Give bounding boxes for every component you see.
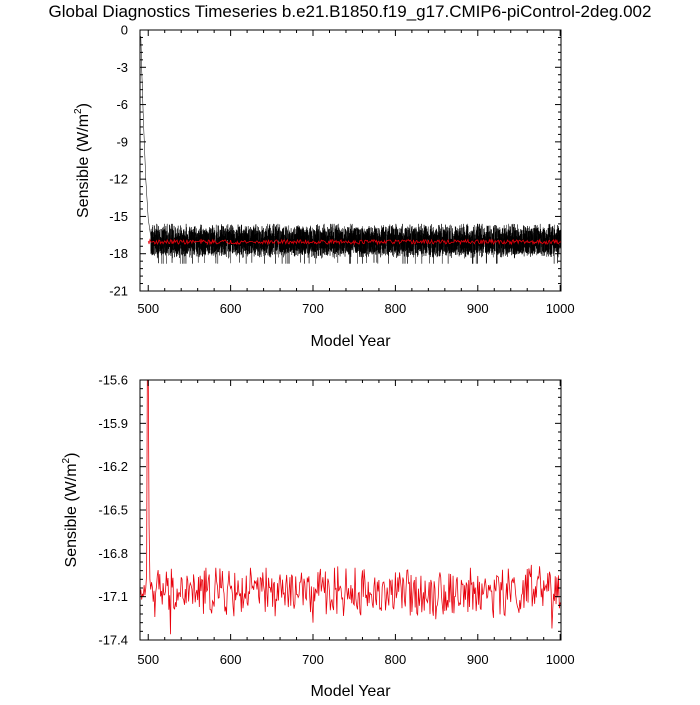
- x-tick-label: 600: [220, 652, 242, 667]
- chart-panel-1: 500 600 700 800 900 1000 0 -3 -6 -9 -12 -15 -18 -21 Mo…: [73, 23, 575, 351]
- y-tick-label: -17.1: [98, 589, 128, 604]
- y-tick-label: -12: [109, 172, 128, 187]
- y-tick-label: -15.6: [98, 373, 128, 388]
- chart-panel-2: 500 600 700 800 900 1000 -15.6 -15.9 -16.2 -16.5 -…: [61, 373, 575, 701]
- y-tick-label: -16.2: [98, 459, 128, 474]
- y-tick-label: -17.4: [98, 633, 128, 648]
- y-axis-label: Sensible (W/m2): [61, 453, 80, 568]
- series-group: [140, 380, 561, 635]
- x-tick-label: 500: [137, 301, 159, 316]
- y-tick-label: -18: [109, 246, 128, 261]
- y-tick-label: -16.8: [98, 546, 128, 561]
- series-line-1: [140, 36, 561, 264]
- x-tick-label: 600: [220, 301, 242, 316]
- y-tick-label: -9: [116, 134, 128, 149]
- y-tick-label: -15: [109, 209, 128, 224]
- x-axis-label: Model Year: [310, 683, 391, 700]
- x-tick-label: 800: [385, 301, 407, 316]
- y-tick-label: 0: [121, 23, 128, 38]
- x-tick-label: 1000: [546, 301, 575, 316]
- series-line-2: [147, 238, 561, 246]
- y-tick-label: -16.5: [98, 503, 128, 518]
- y-axis-label: Sensible (W/m2): [73, 103, 92, 218]
- x-tick-label: 900: [467, 301, 489, 316]
- series-group: [140, 36, 561, 264]
- y-tick-label: -21: [109, 284, 128, 299]
- y-tick-label: -6: [116, 97, 128, 112]
- series-line-1: [140, 380, 561, 635]
- y-tick-label: -3: [116, 60, 128, 75]
- chart-title: Global Diagnostics Timeseries b.e21.B185…: [48, 2, 652, 21]
- x-tick-label: 800: [385, 652, 407, 667]
- x-tick-label: 700: [302, 652, 324, 667]
- x-axis-label: Model Year: [310, 333, 391, 350]
- y-tick-label: -15.9: [98, 416, 128, 431]
- plot-frame: [139, 29, 562, 292]
- x-tick-label: 700: [302, 301, 324, 316]
- x-tick-label: 1000: [546, 652, 575, 667]
- x-tick-label: 900: [467, 652, 489, 667]
- x-tick-label: 500: [137, 652, 159, 667]
